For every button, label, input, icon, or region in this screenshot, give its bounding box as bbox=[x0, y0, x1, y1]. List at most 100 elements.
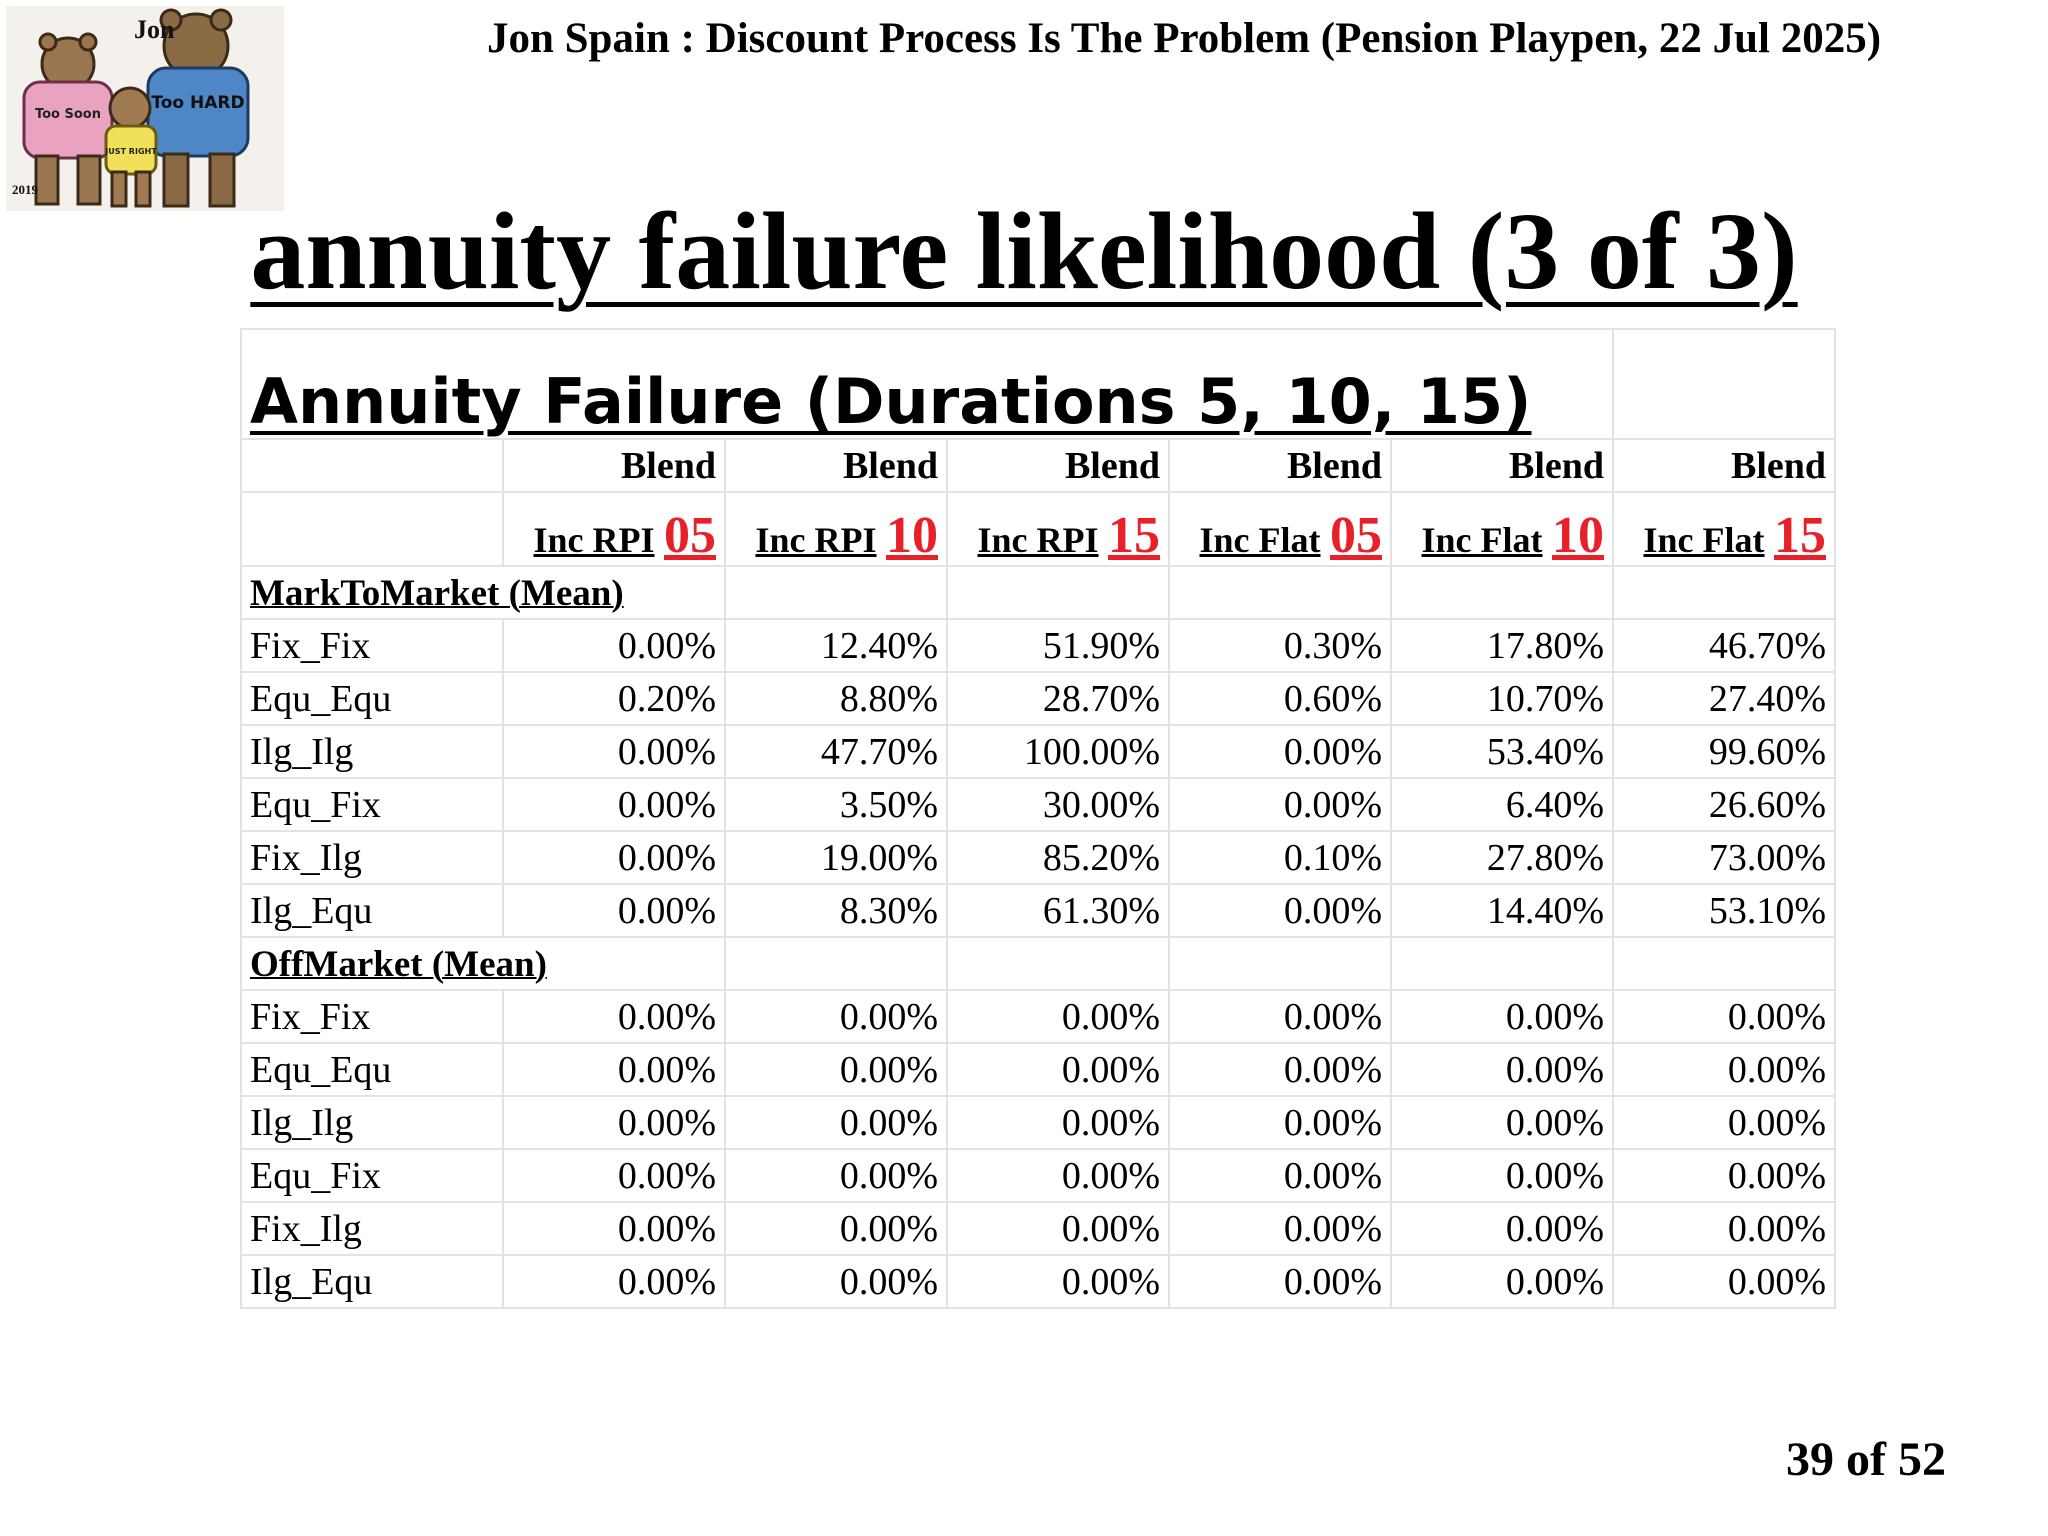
table-title-row: Annuity Failure (Durations 5, 10, 15) bbox=[239, 328, 1837, 440]
value-cell: 0.00% bbox=[502, 1042, 726, 1097]
page-indicator: 39 of 52 bbox=[1786, 1433, 1946, 1486]
section-header-row: MarkToMarket (Mean) bbox=[240, 565, 1837, 620]
row-label: Equ_Fix bbox=[240, 777, 504, 832]
section-header-row: OffMarket (Mean) bbox=[240, 936, 1837, 991]
table-row: Fix_Ilg 0.00% 19.00% 85.20% 0.10% 27.80% 73.00… bbox=[240, 830, 1837, 885]
value-cell: 30.00% bbox=[946, 777, 1170, 832]
presentation-header-title: Jon Spain : Discount Process Is The Prob… bbox=[486, 15, 1882, 62]
value-cell: 0.60% bbox=[1168, 671, 1392, 726]
table-row: Equ_Fix 0.00% 3.50% 30.00% 0.00% 6.40% 26.60% bbox=[240, 777, 1837, 832]
empty-cell bbox=[1612, 936, 1837, 991]
table-row: Fix_Ilg 0.00% 0.00% 0.00% 0.00% 0.00% 0.00% bbox=[240, 1201, 1837, 1256]
value-cell: 17.80% bbox=[1389, 618, 1615, 673]
value-cell: 0.00% bbox=[1612, 1254, 1837, 1309]
column-header-label: Inc RPI bbox=[533, 520, 655, 560]
bears-logo: Too HARD Too Soon JUST RIGHT Jon 2019 bbox=[6, 6, 284, 211]
value-cell: 0.00% bbox=[1168, 883, 1392, 938]
value-cell: 0.00% bbox=[502, 883, 726, 938]
empty-cell bbox=[1168, 565, 1392, 620]
empty-cell bbox=[240, 438, 504, 493]
value-cell: 0.00% bbox=[1612, 1042, 1837, 1097]
column-header-label: Inc Flat bbox=[1421, 520, 1543, 560]
value-cell: 0.30% bbox=[1168, 618, 1392, 673]
column-header: Inc RPI 10 bbox=[724, 491, 948, 567]
table-row: Equ_Fix 0.00% 0.00% 0.00% 0.00% 0.00% 0.00% bbox=[240, 1148, 1837, 1203]
value-cell: 0.00% bbox=[1612, 989, 1837, 1044]
annuity-failure-table: Annuity Failure (Durations 5, 10, 15) Bl… bbox=[239, 328, 1837, 1309]
value-cell: 12.40% bbox=[724, 618, 948, 673]
table-row: Ilg_Ilg 0.00% 47.70% 100.00% 0.00% 53.40% 99.6… bbox=[240, 724, 1837, 779]
value-cell: 10.70% bbox=[1389, 671, 1615, 726]
column-header-duration: 10 bbox=[886, 507, 938, 564]
value-cell: 0.00% bbox=[502, 989, 726, 1044]
value-cell: 0.00% bbox=[1389, 1254, 1615, 1309]
value-cell: 8.80% bbox=[724, 671, 948, 726]
column-blend-label: Blend bbox=[1389, 438, 1615, 493]
column-header: Inc Flat 10 bbox=[1389, 491, 1615, 567]
column-header-duration: 05 bbox=[1330, 507, 1382, 564]
value-cell: 0.00% bbox=[502, 724, 726, 779]
empty-cell bbox=[1168, 936, 1392, 991]
value-cell: 0.00% bbox=[1612, 1095, 1837, 1150]
logo-shirt-text-1: Too Soon bbox=[35, 107, 101, 122]
slide-title: annuity failure likelihood (3 of 3) bbox=[250, 190, 1798, 312]
table-row: Fix_Fix 0.00% 0.00% 0.00% 0.00% 0.00% 0.00% bbox=[240, 989, 1837, 1044]
logo-name-text: Jon bbox=[134, 15, 175, 44]
value-cell: 0.00% bbox=[1168, 1254, 1392, 1309]
row-label: Equ_Equ bbox=[240, 1042, 504, 1097]
column-header-label: Inc Flat bbox=[1199, 520, 1321, 560]
value-cell: 0.00% bbox=[1168, 1201, 1392, 1256]
value-cell: 51.90% bbox=[946, 618, 1170, 673]
value-cell: 0.00% bbox=[1389, 989, 1615, 1044]
value-cell: 73.00% bbox=[1612, 830, 1837, 885]
table-row: Equ_Equ 0.20% 8.80% 28.70% 0.60% 10.70% 27.40% bbox=[240, 671, 1837, 726]
column-header-duration: 15 bbox=[1774, 507, 1827, 564]
value-cell: 0.00% bbox=[946, 1201, 1170, 1256]
value-cell: 0.00% bbox=[1168, 989, 1392, 1044]
row-label: Fix_Ilg bbox=[240, 1201, 504, 1256]
row-label: Ilg_Equ bbox=[240, 1254, 504, 1309]
empty-cell bbox=[240, 491, 504, 567]
row-label: Equ_Equ bbox=[240, 671, 504, 726]
row-label: Fix_Fix bbox=[240, 618, 504, 673]
column-header-duration: 15 bbox=[1108, 507, 1160, 564]
column-header: Inc RPI 05 bbox=[502, 491, 726, 567]
empty-cell bbox=[946, 565, 1170, 620]
value-cell: 0.00% bbox=[1389, 1201, 1615, 1256]
value-cell: 0.00% bbox=[502, 830, 726, 885]
value-cell: 28.70% bbox=[946, 671, 1170, 726]
logo-year-text: 2019 bbox=[12, 182, 39, 197]
column-header-label: Inc Flat bbox=[1643, 520, 1765, 560]
value-cell: 6.40% bbox=[1389, 777, 1615, 832]
column-blend-label: Blend bbox=[1168, 438, 1392, 493]
column-header-label: Inc RPI bbox=[755, 520, 877, 560]
column-blend-label: Blend bbox=[1612, 438, 1837, 493]
value-cell: 0.00% bbox=[946, 1254, 1170, 1309]
section-header-cell: OffMarket (Mean) bbox=[240, 936, 726, 991]
value-cell: 0.00% bbox=[1168, 777, 1392, 832]
value-cell: 0.00% bbox=[724, 1148, 948, 1203]
value-cell: 27.40% bbox=[1612, 671, 1837, 726]
logo-shirt-text-3: JUST RIGHT bbox=[104, 147, 157, 156]
value-cell: 0.00% bbox=[946, 1095, 1170, 1150]
row-label: Fix_Fix bbox=[240, 989, 504, 1044]
value-cell: 3.50% bbox=[724, 777, 948, 832]
value-cell: 99.60% bbox=[1612, 724, 1837, 779]
value-cell: 0.20% bbox=[502, 671, 726, 726]
row-label: Ilg_Ilg bbox=[240, 1095, 504, 1150]
empty-cell bbox=[946, 936, 1170, 991]
value-cell: 53.10% bbox=[1612, 883, 1837, 938]
value-cell: 27.80% bbox=[1389, 830, 1615, 885]
logo-shirt-text-2: Too HARD bbox=[151, 93, 244, 113]
table-title-cell: Annuity Failure (Durations 5, 10, 15) bbox=[239, 328, 1615, 440]
value-cell: 0.00% bbox=[724, 989, 948, 1044]
empty-cell bbox=[1389, 565, 1615, 620]
value-cell: 0.00% bbox=[1168, 1095, 1392, 1150]
row-label: Ilg_Ilg bbox=[240, 724, 504, 779]
section-label: OffMarket (Mean) bbox=[250, 943, 547, 985]
value-cell: 0.00% bbox=[502, 777, 726, 832]
value-cell: 47.70% bbox=[724, 724, 948, 779]
table-row: Ilg_Equ 0.00% 8.30% 61.30% 0.00% 14.40% 53.10% bbox=[240, 883, 1837, 938]
value-cell: 100.00% bbox=[946, 724, 1170, 779]
increment-header-row: Inc RPI 05 Inc RPI 10 Inc RPI 15 Inc Flat 0… bbox=[240, 491, 1837, 567]
